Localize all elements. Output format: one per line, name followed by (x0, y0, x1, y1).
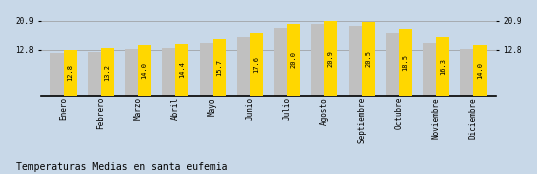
Text: 20.5: 20.5 (365, 50, 371, 68)
Bar (63, 50, 77, 96)
Text: Temperaturas Medias en santa eufemia: Temperaturas Medias en santa eufemia (16, 162, 228, 172)
Text: 17.6: 17.6 (253, 56, 259, 73)
Bar (436, 37, 449, 96)
Bar (175, 44, 188, 96)
Text: 14.0: 14.0 (477, 62, 483, 79)
Bar (250, 33, 263, 96)
Text: 12.8: 12.8 (67, 64, 73, 81)
Bar (362, 22, 375, 96)
Bar (311, 24, 324, 96)
Text: 13.2: 13.2 (104, 64, 110, 81)
Bar (349, 26, 362, 96)
Bar (50, 53, 63, 96)
Bar (213, 39, 226, 96)
Bar (200, 43, 213, 96)
Bar (274, 28, 287, 96)
Bar (399, 29, 412, 96)
Text: 14.4: 14.4 (179, 61, 185, 78)
Bar (138, 45, 151, 96)
Bar (474, 45, 487, 96)
Text: 20.9: 20.9 (328, 50, 334, 67)
Bar (88, 52, 101, 96)
Text: 15.7: 15.7 (216, 59, 222, 76)
Bar (386, 33, 399, 96)
Bar (237, 37, 250, 96)
Text: 18.5: 18.5 (402, 54, 409, 71)
Bar (101, 48, 114, 96)
Text: 20.0: 20.0 (291, 51, 296, 68)
Bar (125, 49, 138, 96)
Bar (162, 48, 175, 96)
Text: 14.0: 14.0 (142, 62, 148, 79)
Bar (423, 43, 436, 96)
Bar (324, 21, 337, 96)
Bar (287, 24, 300, 96)
Text: 16.3: 16.3 (440, 58, 446, 75)
Bar (460, 49, 474, 96)
